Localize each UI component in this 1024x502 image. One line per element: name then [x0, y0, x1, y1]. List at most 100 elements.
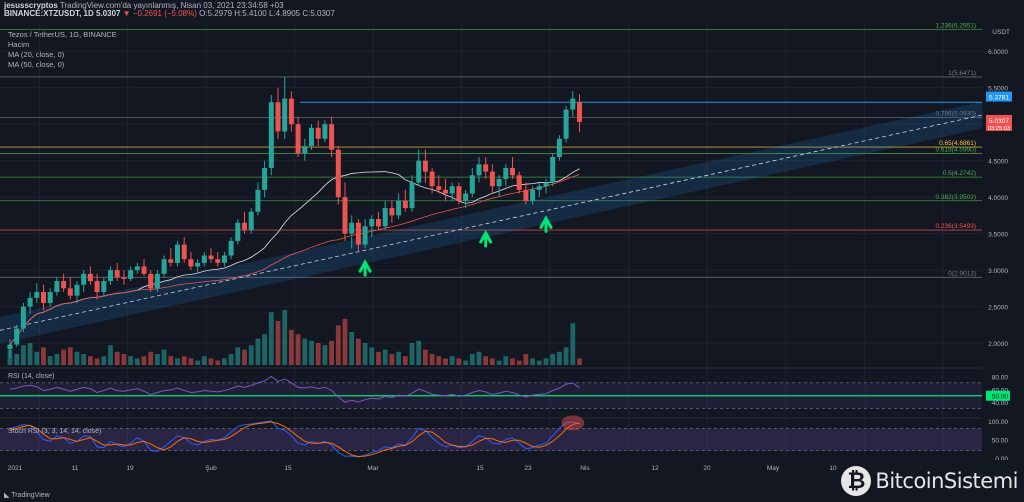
volume-bar [228, 354, 234, 365]
candle-body [456, 186, 462, 201]
volume-bar [121, 354, 127, 365]
volume-bar [88, 356, 93, 365]
volume-bar [423, 349, 428, 365]
candle-body [416, 160, 422, 183]
author-name[interactable]: jesusscryptos [4, 1, 58, 10]
trend-channel [0, 101, 983, 344]
candle-body [268, 102, 274, 168]
legend-title[interactable]: Tezos / TetherUS, 1G, BINANCE [8, 30, 117, 39]
candle-body [295, 124, 301, 154]
time-tick: 10 [829, 465, 837, 472]
volume-bar [114, 351, 120, 365]
candle-body [201, 255, 207, 263]
volume-bar [268, 312, 274, 365]
fib-label: 0.786(5.0930) [936, 110, 976, 117]
stoch-tick: 100.00 [988, 419, 1008, 426]
candle-body [128, 270, 134, 279]
volume-bar [208, 358, 214, 365]
candle-body [235, 222, 241, 241]
time-tick: 15 [284, 465, 292, 472]
volume-bar [356, 338, 361, 365]
candle-body [550, 157, 556, 183]
time-tick: 2021 [8, 465, 23, 472]
time-tick: Mar [367, 465, 379, 472]
candle-body [288, 98, 294, 125]
volume-bar [577, 358, 582, 365]
candle-body [14, 328, 20, 345]
watermark-text: BitcoinSistemi [875, 469, 1018, 493]
watermark: ₿ BitcoinSistemi [841, 466, 1018, 496]
candle-body [329, 124, 335, 150]
candle-body [443, 189, 448, 194]
candle-body [396, 200, 402, 216]
rsi-tick: 50.00 [992, 394, 1009, 401]
volume-bar [543, 358, 549, 365]
rsi-title: RSI (14, close) [8, 373, 54, 380]
support-arrow-icon [358, 259, 372, 277]
candle-body [248, 211, 254, 230]
candle-body [422, 160, 428, 172]
volume-bar [362, 343, 368, 365]
volume-bar [550, 354, 556, 365]
volume-bar [282, 310, 288, 365]
volume-bar [382, 349, 388, 365]
axis-currency: USDT [992, 29, 1010, 36]
time-tick: 15 [476, 465, 484, 472]
legend-volume[interactable]: Hacim [8, 40, 30, 49]
volume-bar [235, 347, 241, 365]
candle-body [349, 222, 355, 234]
fib-label: 0.236(3.5493) [936, 223, 976, 230]
candle-body [436, 186, 442, 190]
volume-bar [21, 345, 26, 365]
stoch-tick: 0.00 [995, 456, 1008, 463]
volume-bar [476, 351, 482, 365]
candle-body [523, 189, 529, 201]
candle-body [516, 175, 522, 190]
time-tick: 19 [126, 465, 134, 472]
volume-bar [141, 356, 147, 365]
rsi-value-tag [986, 390, 1010, 401]
candle-body [302, 146, 308, 154]
volume-bar [429, 354, 435, 365]
channel-price-tag [986, 91, 1012, 102]
candle-body [510, 167, 515, 176]
tradingview-logo[interactable]: ◣ TradingView [4, 491, 50, 499]
volume-bar [402, 356, 408, 365]
candle-body [87, 273, 93, 282]
candle-body [570, 98, 576, 110]
candle-body [315, 127, 321, 139]
support-arrow-icon [539, 215, 553, 233]
candle-body [148, 273, 154, 289]
volume-bar [101, 356, 107, 365]
volume-bar [449, 356, 455, 365]
volume-bar [483, 356, 489, 365]
volume-bar [389, 354, 395, 365]
volume-bar [309, 340, 314, 365]
stoch-band [0, 428, 982, 451]
fib-label: 1(5.6471) [948, 70, 976, 77]
volume-bar [155, 354, 160, 365]
candle-body [563, 109, 569, 139]
candle-body [262, 167, 268, 190]
price-tick: 3.0000 [988, 268, 1008, 275]
volume-bar [523, 354, 529, 365]
candle-body [181, 244, 187, 260]
legend-ma20[interactable]: MA (20, close, 0) [8, 50, 65, 59]
volume-bar [490, 358, 495, 365]
time-axis-bg [0, 460, 1024, 472]
candle-body [61, 281, 67, 289]
legend-ma50[interactable]: MA (50, close, 0) [8, 60, 65, 69]
volume-bar [349, 332, 355, 365]
volume-bar [242, 349, 247, 365]
price-tick: 2.0000 [988, 341, 1008, 348]
header-price: 5.0307 [96, 9, 121, 18]
volume-bar [201, 356, 207, 365]
volume-bar [530, 358, 535, 365]
time-tick: 23 [524, 465, 532, 472]
ohlc-values: O:5.2979 H:5.4100 L:4.8905 C:5.0307 [199, 9, 335, 18]
volume-bar [195, 360, 200, 365]
candle-body [322, 124, 328, 139]
volume-bar [81, 354, 87, 365]
symbol-label[interactable]: BINANCE:XTZUSDT, 1D [4, 9, 94, 18]
